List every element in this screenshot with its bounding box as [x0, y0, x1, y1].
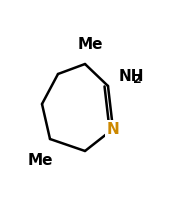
Text: 2: 2	[133, 73, 142, 86]
Text: N: N	[107, 122, 119, 137]
Text: Me: Me	[77, 37, 103, 52]
Text: Me: Me	[27, 152, 53, 167]
Text: NH: NH	[119, 69, 144, 84]
